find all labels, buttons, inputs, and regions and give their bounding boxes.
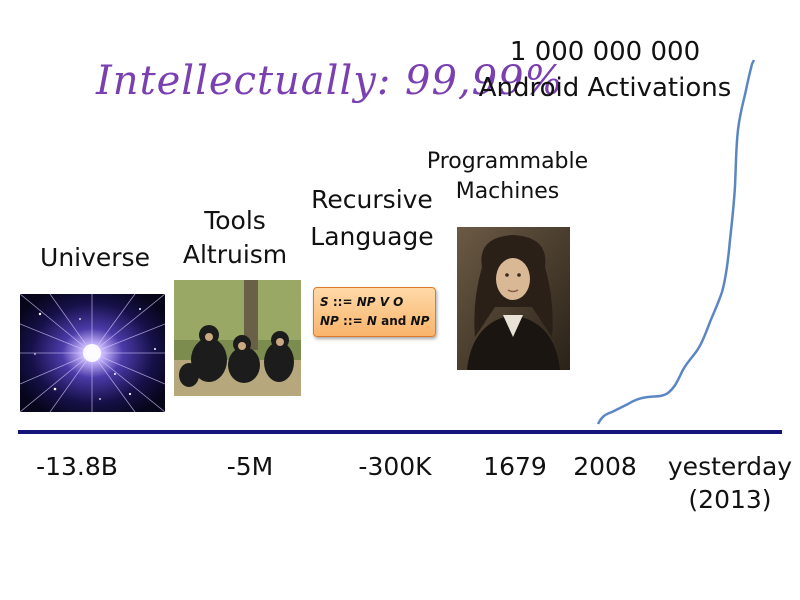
tick-label-android-start: 2008 (573, 452, 637, 481)
grammar-rule-1-lhs: S (320, 295, 329, 309)
grammar-rule-2-rhs-b: NP (410, 314, 430, 328)
milestone-universe-label: Universe (40, 243, 150, 272)
milestone-recursive-label: Recursive (311, 185, 433, 214)
tick-label-machines: 1679 (483, 452, 547, 481)
universe-image (20, 294, 165, 412)
tick-label-yesterday: yesterday (667, 452, 793, 481)
milestone-programmable-label: Programmable (426, 149, 589, 174)
headline-count: 1 000 000 000 (509, 37, 701, 67)
portrait-icon (457, 227, 570, 370)
leibniz-portrait (457, 227, 570, 370)
starburst-icon (20, 294, 165, 412)
tick-label-tools: -5M (226, 452, 274, 481)
tick-label-language: -300K (358, 452, 432, 481)
grammar-rule-2-rhs-a: N (366, 314, 377, 328)
grammar-rule-2-conj: and (381, 314, 407, 328)
headline-caption: Android Activations (478, 73, 732, 103)
android-growth-curve (596, 59, 756, 425)
grammar-rule-1-op: ::= (332, 295, 353, 309)
grammar-rule-1: S ::= NP V O (320, 293, 429, 312)
grammar-rule-2: NP ::= N and NP (320, 312, 429, 331)
tick-label-universe: -13.8B (36, 452, 118, 481)
tick-label-year: (2013) (688, 485, 772, 514)
grammar-rule-2-lhs: NP (320, 314, 339, 328)
chimpanzees-photo (174, 280, 301, 396)
grammar-box: S ::= NP V O NP ::= N and NP (313, 287, 437, 337)
milestone-machines-label: Machines (455, 179, 560, 204)
chimpanzees-icon (174, 280, 301, 396)
milestone-language-label: Language (310, 222, 434, 251)
milestone-altruism-label: Altruism (182, 240, 288, 269)
grammar-rule-1-rhs: NP V O (356, 295, 404, 309)
grammar-rule-2-op: ::= (343, 314, 363, 328)
handwritten-annotation: Intellectually: 99,99% (96, 58, 564, 104)
milestone-tools-label: Tools (204, 206, 266, 235)
